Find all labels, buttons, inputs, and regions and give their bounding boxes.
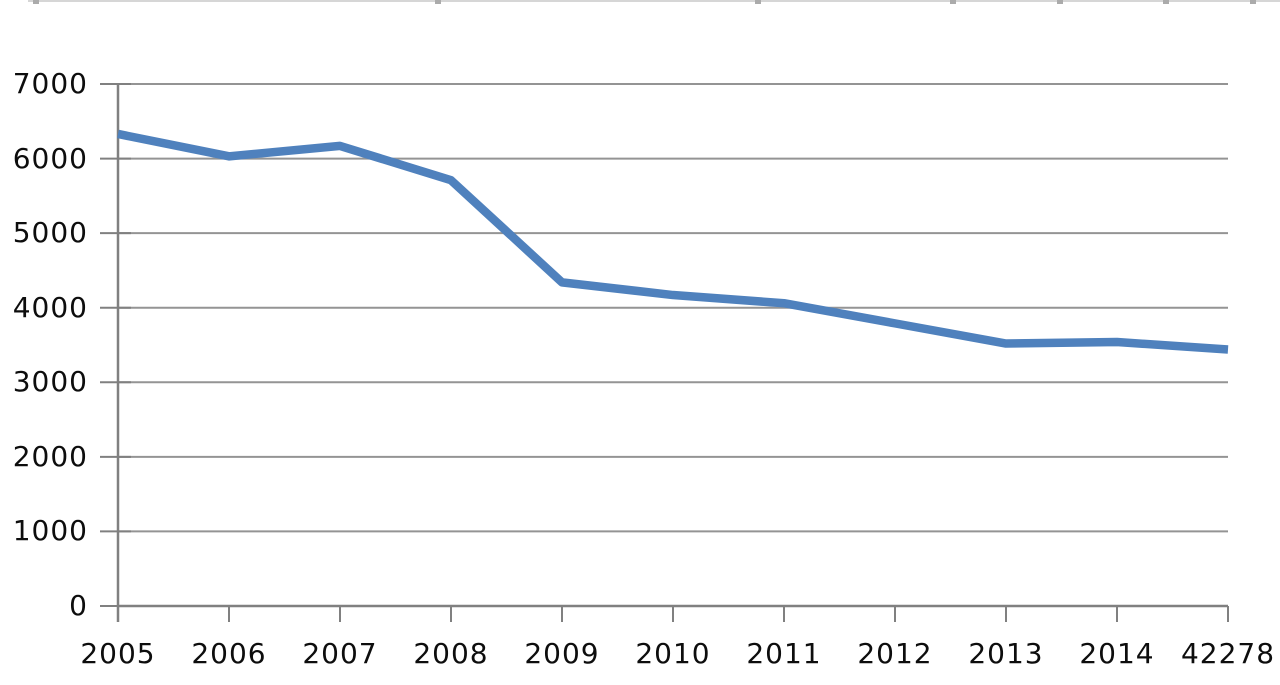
y-axis-label-3000: 3000: [12, 365, 88, 399]
y-axis-label-4000: 4000: [12, 290, 88, 324]
top-border-line: [28, 0, 1280, 2]
x-axis-label-2011: 2011: [746, 637, 822, 670]
x-axis-label-2006: 2006: [191, 637, 267, 670]
y-axis-label-2000: 2000: [12, 439, 88, 473]
top-border-tick: [33, 0, 39, 4]
y-axis-label-7000: 7000: [12, 67, 88, 100]
y-axis-label-1000: 1000: [12, 514, 88, 548]
x-axis-label-2014: 2014: [1079, 637, 1155, 670]
y-axis-label-0: 0: [69, 589, 88, 622]
x-axis-label-2005: 2005: [80, 637, 156, 670]
top-border-tick: [1163, 0, 1169, 4]
x-axis-label-2008: 2008: [413, 637, 489, 670]
y-axis-label-6000: 6000: [12, 141, 88, 175]
data-line-series-1: [117, 129, 1229, 354]
x-axis-label-2009: 2009: [524, 637, 600, 670]
x-axis-label-42278: 42278: [1180, 637, 1276, 670]
x-axis-label-2013: 2013: [968, 637, 1044, 670]
top-border-tick: [1250, 0, 1256, 4]
x-axis-label-2012: 2012: [857, 637, 933, 670]
top-border-tick: [950, 0, 956, 4]
top-border-tick: [1057, 0, 1063, 4]
top-border-tick: [435, 0, 441, 4]
x-axis-label-2010: 2010: [635, 637, 711, 670]
y-axis-label-5000: 5000: [12, 216, 88, 250]
x-axis-label-2007: 2007: [302, 637, 378, 670]
top-border-tick: [755, 0, 761, 4]
